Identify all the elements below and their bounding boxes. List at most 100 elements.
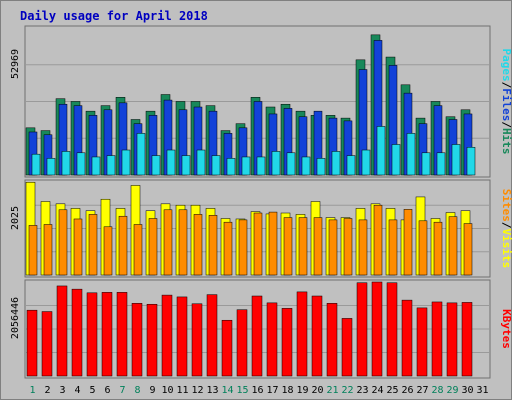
legend-entry-kbytes: KBytes (500, 309, 512, 349)
bar-kbytes-day-18 (281, 308, 293, 377)
bar-pages-day-24 (376, 126, 386, 176)
bar-kbytes-day-25 (386, 282, 398, 377)
bar-kbytes-day-23 (356, 282, 368, 377)
bar-sites-day-29 (448, 216, 458, 276)
x-tick-label-day-1: 1 (29, 385, 35, 396)
bar-sites-day-22 (343, 218, 353, 276)
x-tick-label-day-13: 13 (206, 385, 218, 396)
bar-pages-day-21 (331, 151, 341, 176)
bar-kbytes-day-9 (146, 303, 158, 377)
bar-kbytes-day-1 (26, 309, 38, 377)
bar-kbytes-day-28 (431, 301, 443, 377)
bar-kbytes-day-5 (86, 292, 98, 377)
bar-sites-day-24 (373, 204, 383, 276)
x-tick-label-day-4: 4 (74, 385, 80, 396)
bar-sites-day-12 (193, 214, 203, 276)
bar-sites-day-23 (358, 219, 368, 276)
x-tick-label-day-27: 27 (416, 385, 428, 396)
bar-pages-day-30 (466, 146, 476, 176)
bar-sites-day-14 (223, 221, 233, 276)
bar-sites-day-3 (58, 209, 68, 276)
bar-kbytes-day-12 (191, 303, 203, 377)
bar-sites-day-1 (28, 225, 38, 276)
x-tick-label-day-24: 24 (371, 385, 383, 396)
bar-sites-day-27 (418, 220, 428, 276)
x-tick-label-day-30: 30 (461, 385, 473, 396)
x-tick-label-day-16: 16 (251, 385, 263, 396)
bar-kbytes-day-3 (56, 285, 68, 377)
legend-entry-hits: Hits (500, 128, 512, 155)
bar-pages-day-8 (136, 133, 146, 176)
bar-pages-day-27 (421, 152, 431, 176)
x-tick-label-day-12: 12 (191, 385, 203, 396)
bar-sites-day-11 (178, 209, 188, 276)
x-tick-label-day-15: 15 (236, 385, 248, 396)
bar-sites-day-7 (118, 215, 128, 276)
right-legend-kbytes: KBytes (500, 309, 512, 349)
legend-entry-visits: Visits (500, 229, 512, 269)
bar-kbytes-day-19 (296, 291, 308, 377)
x-tick-label-day-18: 18 (281, 385, 293, 396)
x-tick-label-day-14: 14 (221, 385, 233, 396)
bar-kbytes-day-30 (461, 302, 473, 377)
bar-sites-day-5 (88, 214, 98, 276)
bar-pages-day-25 (391, 144, 401, 176)
x-tick-label-day-25: 25 (386, 385, 398, 396)
bar-sites-day-30 (463, 223, 473, 276)
bar-pages-day-12 (196, 149, 206, 176)
bar-kbytes-day-15 (236, 309, 248, 377)
legend-entry-separator: / (500, 222, 512, 229)
x-tick-label-day-29: 29 (446, 385, 458, 396)
max-label-requests: 52969 (10, 49, 21, 79)
bar-kbytes-day-13 (206, 294, 218, 377)
x-tick-label-day-2: 2 (44, 385, 50, 396)
x-tick-label-day-19: 19 (296, 385, 308, 396)
x-tick-label-day-28: 28 (431, 385, 443, 396)
bar-sites-day-21 (328, 219, 338, 276)
bar-sites-day-28 (433, 221, 443, 276)
x-tick-label-day-6: 6 (104, 385, 110, 396)
legend-entry-pages: Pages (500, 49, 512, 82)
bar-sites-day-8 (133, 224, 143, 276)
bar-kbytes-day-27 (416, 307, 428, 377)
legend-entry-files: Files (500, 88, 512, 121)
bar-pages-day-26 (406, 133, 416, 176)
bar-pages-day-11 (181, 155, 191, 176)
x-tick-label-day-22: 22 (341, 385, 353, 396)
bar-pages-day-13 (211, 155, 221, 176)
bar-pages-day-9 (151, 155, 161, 176)
bar-kbytes-day-16 (251, 295, 263, 377)
bar-kbytes-day-17 (266, 302, 278, 377)
x-tick-label-day-9: 9 (149, 385, 155, 396)
legend-entry-separator: / (500, 82, 512, 89)
bar-kbytes-day-22 (341, 318, 353, 377)
bar-pages-day-17 (271, 151, 281, 176)
bar-sites-day-18 (283, 217, 293, 276)
bar-pages-day-23 (361, 149, 371, 176)
bar-kbytes-day-14 (221, 319, 233, 377)
bar-sites-day-9 (148, 218, 158, 276)
bar-kbytes-day-20 (311, 295, 323, 377)
legend-entry-separator: / (500, 121, 512, 128)
bar-pages-day-22 (346, 155, 356, 176)
x-tick-label-day-5: 5 (89, 385, 95, 396)
bar-kbytes-day-24 (371, 281, 383, 377)
bar-kbytes-day-4 (71, 288, 83, 377)
bar-pages-day-2 (46, 158, 56, 176)
x-tick-label-day-7: 7 (119, 385, 125, 396)
bar-pages-day-10 (166, 149, 176, 176)
x-tick-label-day-23: 23 (356, 385, 368, 396)
bar-pages-day-7 (121, 149, 131, 176)
bar-sites-day-4 (73, 218, 83, 276)
x-tick-label-day-8: 8 (134, 385, 140, 396)
x-tick-label-day-10: 10 (161, 385, 173, 396)
bar-pages-day-20 (316, 158, 326, 176)
chart-title: Daily usage for April 2018 (20, 9, 208, 23)
bar-kbytes-day-7 (116, 292, 128, 377)
bar-sites-day-13 (208, 215, 218, 276)
bar-sites-day-6 (103, 226, 113, 276)
x-tick-label-day-21: 21 (326, 385, 338, 396)
bar-pages-day-4 (76, 152, 86, 176)
bar-pages-day-15 (241, 156, 251, 176)
